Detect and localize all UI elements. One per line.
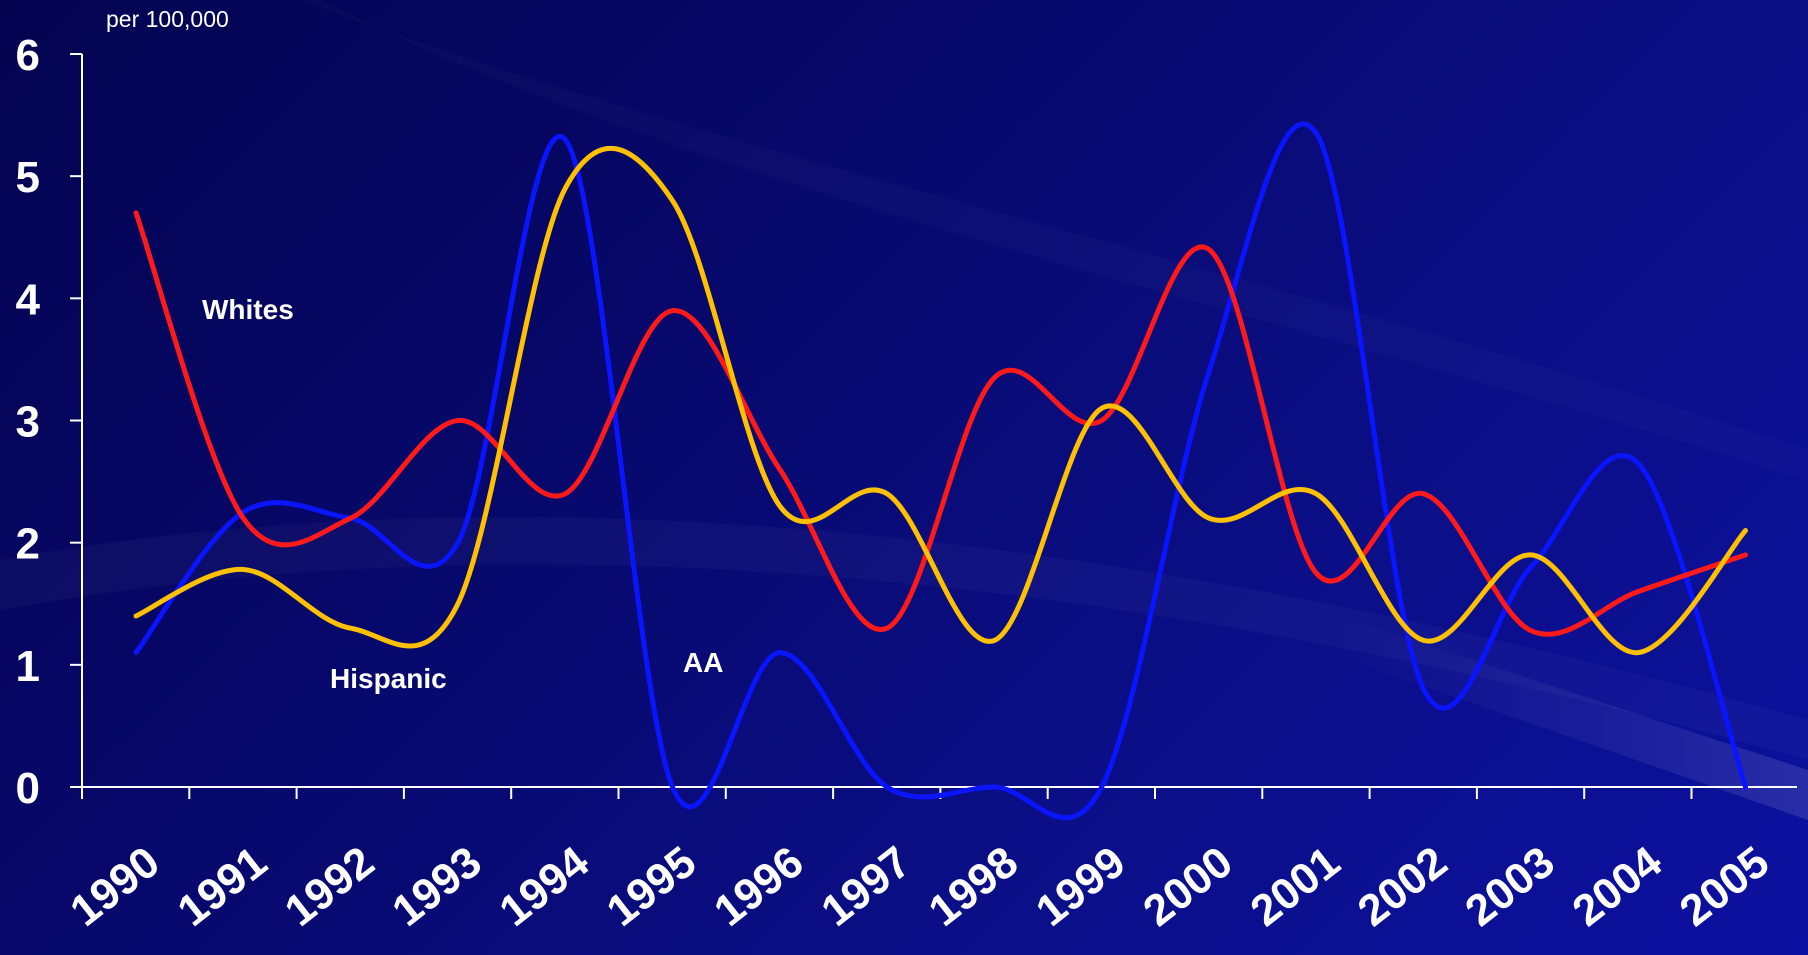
x-tick-label: 1996 — [705, 837, 812, 936]
x-tick-label: 1994 — [491, 837, 599, 936]
x-tick-label: 2004 — [1564, 837, 1672, 936]
x-tick-label: 1991 — [169, 837, 276, 936]
x-tick-label: 1997 — [813, 837, 920, 936]
y-tick-label: 5 — [16, 153, 40, 202]
y-tick-label: 2 — [16, 520, 40, 569]
x-tick-label: 1993 — [383, 837, 490, 936]
x-tick-label: 1999 — [1027, 837, 1134, 936]
x-tick-label: 2005 — [1671, 837, 1778, 936]
series-line-aa — [133, 121, 1748, 821]
x-tick-label: 1998 — [920, 837, 1027, 936]
y-tick-label: 3 — [16, 398, 40, 447]
y-axis-unit-label: per 100,000 — [106, 6, 229, 32]
y-tick-label: 1 — [16, 642, 40, 691]
x-tick-label: 2002 — [1349, 837, 1456, 936]
x-tick-label: 2003 — [1456, 837, 1563, 936]
y-tick-label: 6 — [16, 31, 40, 80]
series-label-hispanic: Hispanic — [330, 663, 447, 694]
series-line-whites — [133, 210, 1748, 637]
x-tick-label: 2001 — [1242, 837, 1349, 936]
series-line-hispanic — [133, 145, 1748, 656]
series-lines — [133, 121, 1748, 821]
series-label-aa: AA — [683, 647, 723, 678]
y-tick-label: 4 — [16, 275, 41, 324]
x-tick-label: 1992 — [276, 837, 383, 936]
series-label-whites: Whites — [202, 294, 294, 325]
x-tick-label: 1990 — [61, 837, 168, 936]
series-labels: Whites Hispanic AA — [202, 294, 723, 694]
background-decor — [1320, 610, 1808, 820]
x-tick-label: 2000 — [1134, 837, 1241, 936]
x-tick-label: 1995 — [598, 837, 705, 936]
y-tick-label: 0 — [16, 764, 40, 813]
